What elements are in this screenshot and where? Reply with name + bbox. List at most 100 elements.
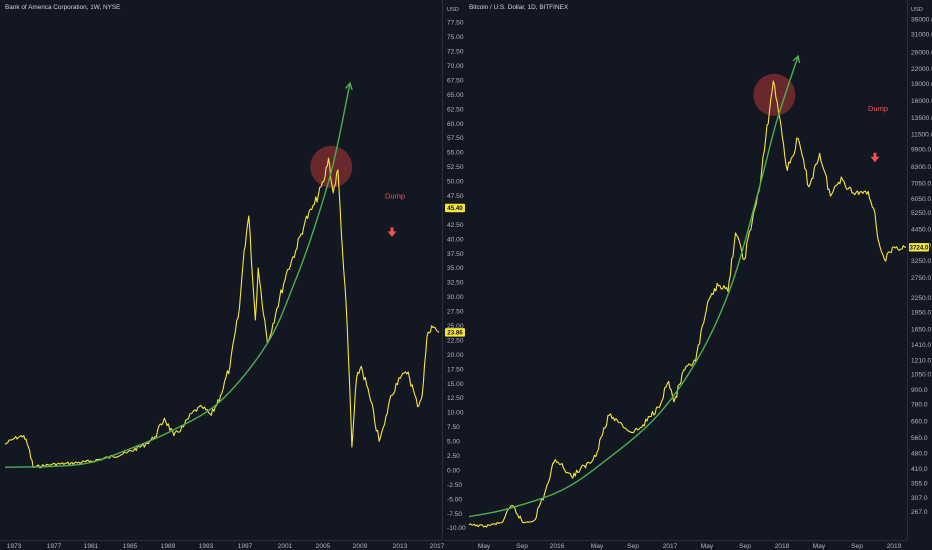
price-tick-label: 1650.0 xyxy=(911,326,932,333)
btc-chart-panel[interactable]: Bitcoin / U.S. Dollar, 1D, BITFINEX USD … xyxy=(444,0,932,550)
price-tick-label: 40.00 xyxy=(447,236,464,243)
bac-time-scale[interactable]: 1973 1977 1981 1985 1989 1993 1997 2001 2005 2009… xyxy=(7,543,445,550)
time-tick-label: 1981 xyxy=(84,543,99,550)
price-tick-label: 6050.0 xyxy=(911,196,932,203)
price-tick-label: 50.00 xyxy=(447,179,464,186)
btc-highlight-layer xyxy=(753,73,796,116)
time-tick-label: Sep xyxy=(627,543,639,550)
price-tick-label: 1410.0 xyxy=(911,342,932,349)
btc-price-unit: USD xyxy=(911,7,923,13)
price-tick-label: -7.50 xyxy=(447,511,462,518)
price-tick-label: 27.50 xyxy=(447,309,464,316)
price-tick-label: 22.50 xyxy=(447,337,464,344)
time-tick-label: 2018 xyxy=(775,543,790,550)
bac-series-layer xyxy=(4,81,440,469)
time-tick-label: Sep xyxy=(851,543,863,550)
dump-label: Dump xyxy=(385,192,405,201)
price-tick-label: 900.0 xyxy=(911,387,928,394)
time-tick-label: 1985 xyxy=(123,543,138,550)
bac-chart-title: Bank of America Corporation, 1W, NYSE xyxy=(5,4,120,11)
dump-label: Dump xyxy=(868,104,888,113)
price-tick-label: 25.00 xyxy=(447,323,464,330)
price-tick-label: 30.00 xyxy=(447,294,464,301)
peak-highlight-circle xyxy=(310,145,353,188)
price-tick-label: 36000.0 xyxy=(911,17,932,24)
price-tick-label: -5.00 xyxy=(447,496,462,503)
time-tick-label: 1997 xyxy=(238,543,253,550)
price-tick-label: 7.50 xyxy=(447,424,460,431)
price-tick-label: 3250.0 xyxy=(911,258,932,265)
price-tick-label: 9900.0 xyxy=(911,146,932,153)
price-tick-label: 5.00 xyxy=(447,439,460,446)
price-tick-label: 22000.0 xyxy=(911,66,932,73)
last-price-value: 3724.0 xyxy=(910,245,929,252)
price-series-line xyxy=(468,80,907,528)
price-tick-label: 1050.0 xyxy=(911,372,932,379)
bac-annotation-layer: Dump xyxy=(385,192,405,237)
price-tick-label: 10.00 xyxy=(447,410,464,417)
time-tick-label: 2001 xyxy=(278,543,293,550)
price-tick-label: 60.00 xyxy=(447,121,464,128)
price-tick-label: 11500.0 xyxy=(911,131,932,138)
price-tick-label: 1210.0 xyxy=(911,357,932,364)
price-tick-label: 62.50 xyxy=(447,106,464,113)
price-tick-label: 2.50 xyxy=(447,453,460,460)
price-tick-label: 8300.0 xyxy=(911,164,932,171)
time-tick-label: 1977 xyxy=(47,543,62,550)
time-tick-label: Sep xyxy=(516,543,528,550)
time-tick-label: 2013 xyxy=(393,543,408,550)
price-tick-label: 70.00 xyxy=(447,63,464,70)
last-price-value: 23.86 xyxy=(447,330,463,337)
last-price-tag xyxy=(445,203,465,213)
time-tick-label: Sep xyxy=(739,543,751,550)
price-tick-label: 15.00 xyxy=(447,381,464,388)
price-tick-label: 355.0 xyxy=(911,481,928,488)
last-price-value: 45.40 xyxy=(447,205,463,212)
price-tick-label: -2.50 xyxy=(447,482,462,489)
price-tick-label: 47.50 xyxy=(447,193,464,200)
time-tick-label: 2005 xyxy=(316,543,331,550)
price-tick-label: 0.00 xyxy=(447,467,460,474)
time-tick-label: 1993 xyxy=(199,543,214,550)
price-tick-label: 7050.0 xyxy=(911,180,932,187)
price-tick-label: 17.50 xyxy=(447,366,464,373)
time-tick-label: 2016 xyxy=(550,543,565,550)
price-tick-label: 26000.0 xyxy=(911,49,932,56)
time-tick-label: May xyxy=(591,543,604,550)
btc-series-layer xyxy=(468,54,907,528)
price-tick-label: 57.50 xyxy=(447,135,464,142)
bac-chart-panel[interactable]: Bank of America Corporation, 1W, NYSE US… xyxy=(0,0,466,550)
price-tick-label: 307.0 xyxy=(911,495,928,502)
bac-price-tags: 45.40 23.86 xyxy=(445,203,465,337)
price-tick-label: 19000.0 xyxy=(911,81,932,88)
parabolic-trend-curve xyxy=(4,82,351,468)
down-arrow-icon xyxy=(870,152,880,163)
time-tick-label: May xyxy=(701,543,714,550)
time-tick-label: 1989 xyxy=(161,543,176,550)
price-tick-label: 31000.0 xyxy=(911,32,932,39)
price-tick-label: 480.0 xyxy=(911,450,928,457)
trend-arrowhead-icon xyxy=(344,81,353,91)
price-tick-label: 780.0 xyxy=(911,402,928,409)
price-tick-label: 77.50 xyxy=(447,20,464,27)
price-tick-label: 560.0 xyxy=(911,435,928,442)
btc-time-scale[interactable]: May Sep 2016 May Sep 2017 May Sep 2018 May Sep 2019 xyxy=(478,543,902,550)
price-tick-label: 2250.0 xyxy=(911,295,932,302)
price-tick-label: 65.00 xyxy=(447,92,464,99)
trend-arrowhead-icon xyxy=(792,54,801,64)
price-tick-label: 20.00 xyxy=(447,352,464,359)
price-tick-label: 410.0 xyxy=(911,466,928,473)
price-tick-label: 4450.0 xyxy=(911,227,932,234)
peak-highlight-circle xyxy=(753,73,796,116)
price-tick-label: 267.0 xyxy=(911,509,928,516)
price-tick-label: 75.00 xyxy=(447,34,464,41)
bac-price-unit: USD xyxy=(447,7,459,13)
price-tick-label: 72.50 xyxy=(447,49,464,56)
btc-price-tags: 3724.0 xyxy=(909,243,929,252)
price-tick-label: 37.50 xyxy=(447,251,464,258)
price-tick-label: 1950.0 xyxy=(911,310,932,317)
last-price-tag xyxy=(445,328,465,337)
time-tick-label: 1973 xyxy=(7,543,22,550)
price-tick-label: 660.0 xyxy=(911,418,928,425)
